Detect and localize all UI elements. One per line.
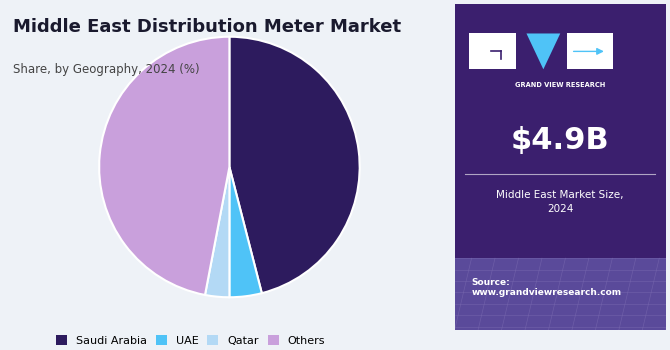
Text: Source:
www.grandviewresearch.com: Source: www.grandviewresearch.com — [472, 278, 622, 297]
Wedge shape — [229, 37, 360, 293]
Wedge shape — [229, 167, 262, 297]
Text: Share, by Geography, 2024 (%): Share, by Geography, 2024 (%) — [13, 63, 200, 76]
Legend: Saudi Arabia, UAE, Qatar, Others: Saudi Arabia, UAE, Qatar, Others — [51, 331, 330, 350]
Text: GRAND VIEW RESEARCH: GRAND VIEW RESEARCH — [515, 82, 606, 88]
FancyBboxPatch shape — [455, 258, 666, 330]
Polygon shape — [527, 34, 560, 69]
Text: Middle East Market Size,
2024: Middle East Market Size, 2024 — [496, 190, 624, 214]
Wedge shape — [205, 167, 229, 297]
Wedge shape — [99, 37, 229, 295]
Text: Middle East Distribution Meter Market: Middle East Distribution Meter Market — [13, 18, 401, 35]
Text: $4.9B: $4.9B — [511, 126, 610, 155]
FancyBboxPatch shape — [567, 34, 613, 69]
FancyBboxPatch shape — [470, 34, 516, 69]
